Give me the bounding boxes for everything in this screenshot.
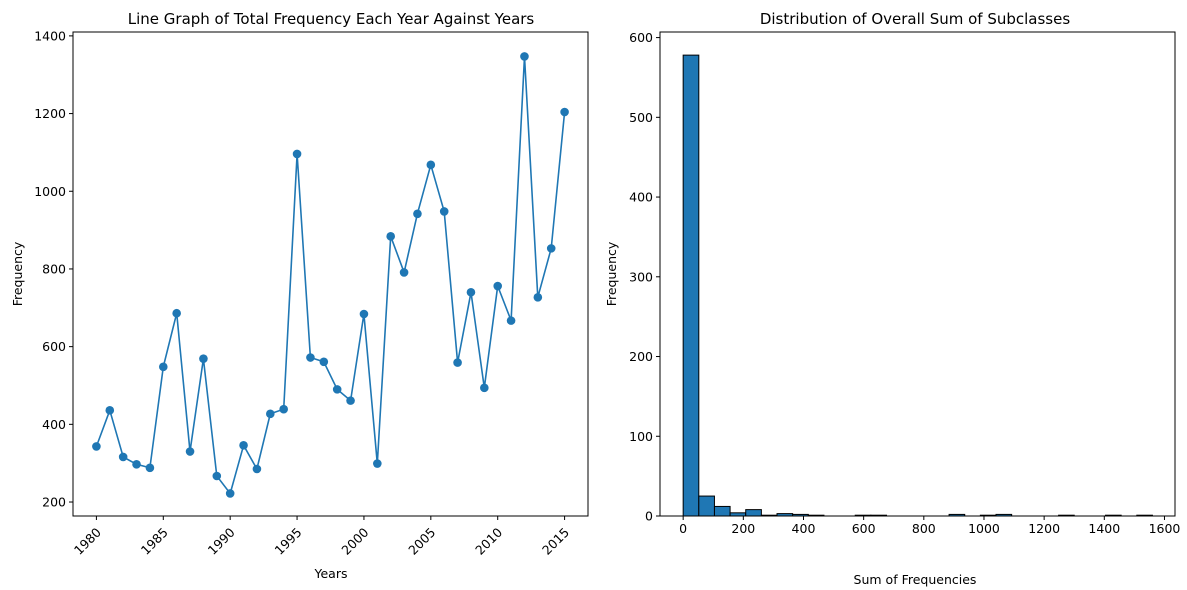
data-point	[399, 268, 409, 277]
histogram-bar	[682, 54, 700, 517]
x-tick-label: 1200	[1028, 521, 1060, 536]
x-tick-label: 1000	[968, 521, 1000, 536]
y-tick-label: 600	[629, 30, 653, 45]
x-tick-label: 200	[731, 521, 755, 536]
y-tick-label: 400	[42, 417, 66, 432]
data-point	[332, 385, 342, 394]
series-line	[95, 56, 566, 496]
data-point	[453, 358, 462, 367]
y-tick-label: 1400	[34, 28, 66, 43]
data-point	[92, 442, 101, 451]
x-tick-label: 400	[792, 521, 816, 536]
data-point	[426, 160, 436, 170]
data-point	[132, 460, 141, 469]
data-point	[493, 281, 503, 291]
histogram-bar	[713, 505, 731, 517]
histogram-frame	[659, 31, 1176, 517]
y-tick-label: 200	[629, 349, 653, 364]
data-point	[158, 362, 168, 372]
y-tick-label: 0	[645, 509, 653, 524]
x-tick-label: 1600	[1149, 521, 1181, 536]
line-chart-frame	[72, 31, 589, 517]
histogram-xlabel: Sum of Frequencies	[854, 572, 977, 587]
y-tick-label: 1200	[34, 106, 66, 121]
data-point	[185, 447, 195, 456]
histogram-bar	[698, 495, 715, 517]
data-point	[145, 463, 155, 473]
line-chart-ylabel: Frequency	[10, 241, 25, 306]
x-tick-label: 2010	[472, 525, 505, 558]
data-point	[212, 471, 222, 481]
data-point	[306, 353, 315, 362]
y-tick-label: 100	[629, 429, 653, 444]
data-point	[520, 52, 529, 61]
data-point	[533, 293, 543, 302]
data-point	[439, 207, 449, 216]
data-point	[172, 308, 181, 318]
data-point	[239, 441, 248, 450]
data-point	[346, 396, 355, 405]
data-point	[105, 406, 115, 415]
y-tick-label: 300	[629, 269, 653, 284]
x-tick-label: 0	[679, 521, 687, 536]
y-tick-label: 200	[42, 495, 66, 510]
x-tick-label: 1400	[1088, 521, 1120, 536]
x-tick-label: 600	[852, 521, 876, 536]
x-tick-label: 2000	[338, 525, 371, 558]
data-point	[506, 316, 516, 325]
data-point	[373, 459, 382, 468]
histogram-bar	[745, 509, 762, 517]
y-tick-label: 600	[42, 339, 66, 354]
data-point	[480, 383, 489, 393]
data-point	[359, 309, 369, 319]
data-point	[279, 404, 288, 414]
data-point	[413, 209, 422, 219]
x-tick-label: 2015	[539, 525, 572, 558]
data-point	[118, 452, 128, 462]
y-tick-label: 500	[629, 110, 653, 125]
data-point	[266, 409, 275, 419]
histogram-panel: Distribution of Overall Sum of Subclasse…	[604, 10, 1180, 587]
y-tick-label: 400	[629, 190, 653, 205]
data-point	[560, 107, 569, 117]
x-tick-label: 1980	[71, 525, 104, 558]
x-tick-label: 2005	[405, 525, 438, 558]
y-tick-label: 1000	[34, 184, 66, 199]
x-tick-label: 1985	[138, 525, 171, 558]
line-chart-xlabel: Years	[314, 566, 348, 581]
data-point	[199, 354, 208, 363]
data-point	[386, 232, 395, 241]
data-point	[225, 489, 235, 498]
y-tick-label: 800	[42, 261, 66, 276]
x-tick-label: 1995	[271, 525, 304, 558]
x-tick-label: 1990	[205, 525, 238, 558]
x-tick-label: 800	[912, 521, 936, 536]
data-point	[546, 244, 556, 253]
data-point	[292, 149, 302, 159]
data-point	[466, 287, 476, 297]
line-chart-title: Line Graph of Total Frequency Each Year …	[128, 10, 535, 28]
data-point	[319, 357, 329, 367]
histogram-ylabel: Frequency	[604, 241, 619, 306]
line-chart-panel: Line Graph of Total Frequency Each Year …	[10, 10, 589, 581]
histogram-title: Distribution of Overall Sum of Subclasse…	[760, 10, 1071, 28]
data-point	[252, 464, 262, 474]
